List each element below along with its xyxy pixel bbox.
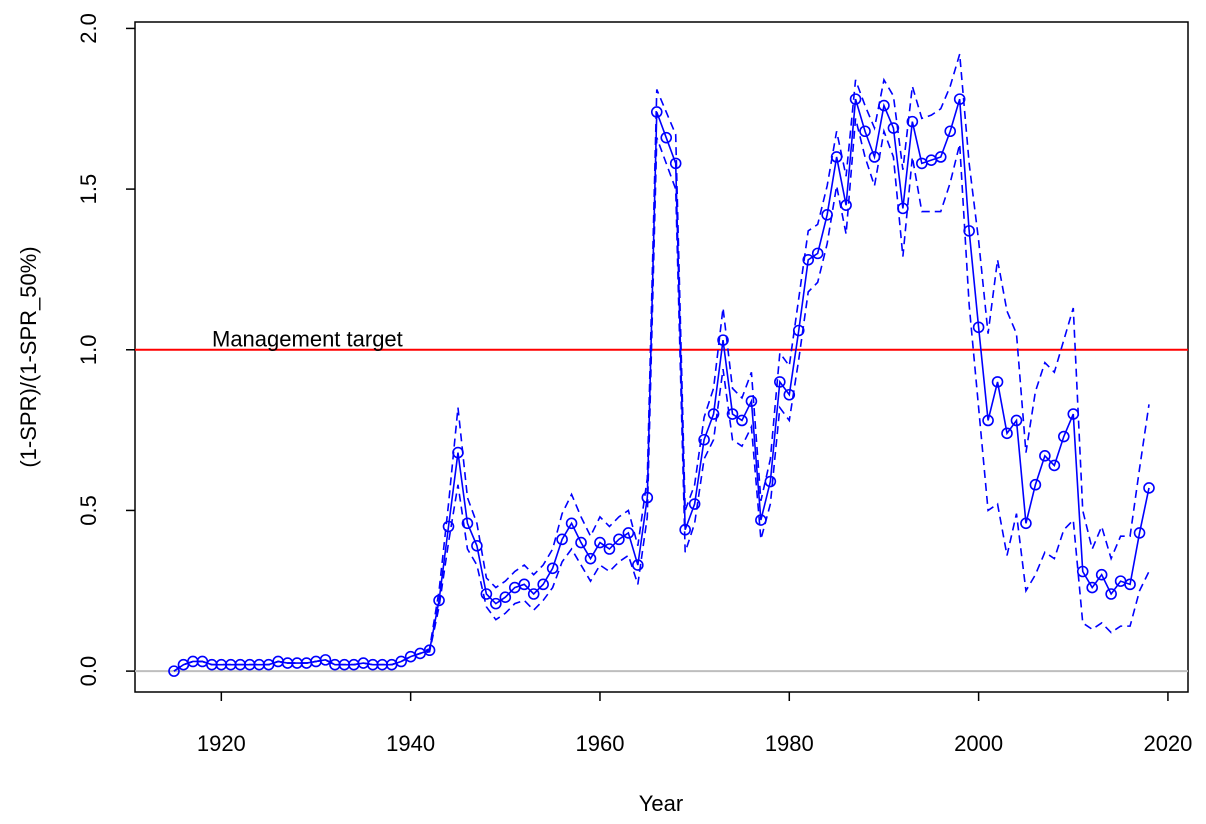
data-point [518, 578, 531, 591]
data-point [660, 131, 673, 144]
y-tick-label: 1.0 [76, 334, 101, 365]
data-point [499, 591, 512, 604]
data-point [461, 517, 474, 530]
data-point [603, 543, 616, 555]
data-point [1133, 527, 1146, 539]
data-point [632, 559, 644, 571]
data-point [1029, 478, 1042, 491]
data-point [395, 655, 407, 668]
data-point [688, 498, 701, 510]
data-point [859, 125, 871, 138]
y-tick-label: 0.5 [76, 495, 101, 526]
data-point [802, 253, 815, 266]
series-line [173, 98, 1150, 672]
data-point [556, 533, 568, 546]
data-point [575, 536, 587, 549]
data-point [698, 433, 710, 446]
x-tick-label: 2000 [954, 731, 1003, 756]
y-tick-label: 0.0 [76, 656, 101, 687]
data-point [1010, 414, 1023, 427]
data-point [764, 475, 777, 488]
data-point [982, 414, 994, 427]
data-point [622, 527, 635, 539]
data-point [480, 588, 493, 600]
data-point [319, 654, 332, 666]
data-point [991, 376, 1004, 388]
data-point [774, 376, 786, 388]
data-point [546, 562, 559, 575]
data-point [613, 533, 625, 546]
x-tick-label: 2020 [1143, 731, 1192, 756]
bound-line [173, 118, 1150, 672]
data-point [944, 125, 957, 138]
data-point [1105, 588, 1117, 600]
data-point [584, 552, 597, 565]
x-tick-label: 1980 [765, 731, 814, 756]
data-point [811, 247, 824, 260]
y-tick-label: 1.5 [76, 174, 101, 205]
x-tick-label: 1920 [197, 731, 246, 756]
x-axis-title: Year [639, 791, 683, 816]
data-point [490, 597, 502, 610]
data-point [1086, 581, 1099, 594]
data-point [594, 536, 606, 549]
bound-line [173, 53, 1150, 672]
data-point [1124, 578, 1136, 591]
data-point [471, 539, 483, 552]
data-point [849, 93, 862, 105]
data-point [565, 517, 578, 530]
data-point [1048, 459, 1061, 472]
data-point [972, 321, 985, 334]
x-tick-label: 1940 [386, 731, 435, 756]
data-point [1058, 430, 1070, 443]
data-point [1076, 565, 1089, 578]
y-axis-title: (1-SPR)/(1-SPR_50%) [16, 246, 41, 467]
data-point [906, 115, 919, 128]
data-point [669, 157, 682, 170]
data-point [821, 209, 833, 221]
data-point [887, 122, 900, 134]
x-tick-label: 1960 [575, 731, 624, 756]
data-point [717, 334, 729, 346]
data-point [1020, 517, 1032, 530]
data-point [537, 578, 549, 591]
annotation: Management target [212, 327, 403, 352]
y-tick-label: 2.0 [76, 13, 101, 44]
data-point [726, 408, 739, 420]
data-point [707, 408, 720, 420]
plot-frame [134, 21, 1189, 693]
data-point [442, 520, 455, 533]
data-point [934, 151, 947, 163]
data-point [745, 395, 758, 407]
data-point [1143, 482, 1155, 494]
data-point [527, 588, 540, 600]
data-point [953, 93, 966, 105]
data-point [1001, 427, 1013, 440]
data-point [1095, 568, 1108, 581]
data-point [1039, 450, 1051, 462]
data-point [783, 388, 796, 401]
data-point [736, 414, 748, 427]
data-point [168, 665, 180, 677]
